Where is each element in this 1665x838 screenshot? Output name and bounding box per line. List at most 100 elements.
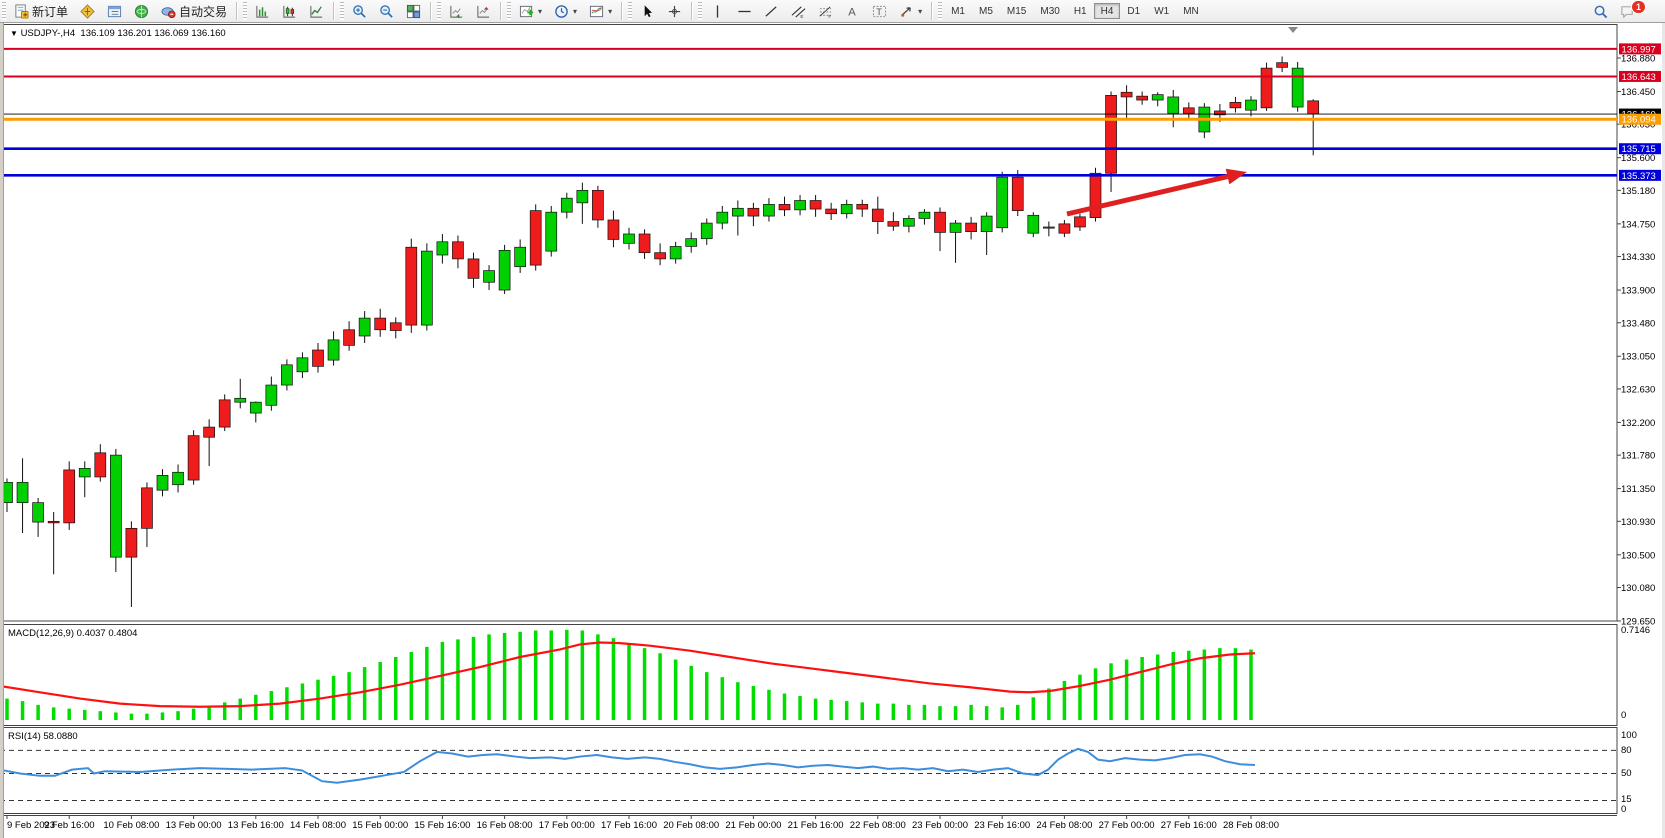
toolbar-button-cursor[interactable]: [635, 3, 660, 20]
price-tick-label: 135.180: [1621, 186, 1655, 197]
timeframe-button-m15[interactable]: M15: [1006, 6, 1027, 17]
timeframe-button-w1[interactable]: W1: [1154, 6, 1170, 17]
candle: [934, 207, 946, 252]
toolbar-button-zoom-in[interactable]: [347, 3, 372, 20]
toolbar-button-line-chart[interactable]: [304, 3, 329, 20]
svg-text:A: A: [848, 6, 856, 18]
time-tick-label: 9 Feb 2023: [7, 820, 55, 831]
toolbar-button-label: 新订单: [32, 4, 69, 19]
toolbar-button-equidistant-channel[interactable]: E: [786, 3, 811, 20]
time-tick-label: 13 Feb 16:00: [228, 820, 284, 831]
toolbar-button-new-order[interactable]: 新订单: [9, 3, 73, 20]
chevron-down-icon[interactable]: ▾: [573, 6, 578, 16]
chart-collapse-icon[interactable]: ▼: [10, 29, 18, 38]
timeframe-button-m5[interactable]: M5: [979, 6, 993, 17]
zoom-in-icon: [353, 4, 366, 18]
toolbar-button-horizontal-line[interactable]: [732, 3, 757, 20]
toolbar-grip: [243, 2, 248, 20]
time-tick-label: 23 Feb 16:00: [974, 820, 1030, 831]
candle: [514, 239, 527, 273]
candle: [794, 195, 806, 216]
toolbar-button-market-watch[interactable]: [75, 3, 100, 20]
candle: [669, 241, 682, 264]
price-tick-label: 130.930: [1621, 517, 1655, 528]
chevron-down-icon[interactable]: ▾: [608, 6, 613, 16]
time-tick-label: 28 Feb 08:00: [1223, 820, 1279, 831]
toolbar-button-trendline[interactable]: [759, 3, 784, 20]
candle: [452, 235, 464, 269]
time-tick-label: 21 Feb 16:00: [788, 820, 844, 831]
candle: [965, 216, 977, 240]
toolbar-button-crosshair[interactable]: [662, 3, 687, 20]
toolbar-grip: [340, 2, 345, 20]
time-tick-label: 15 Feb 00:00: [352, 820, 408, 831]
toolbar-separator: [430, 2, 433, 20]
window-left-edge: [0, 23, 4, 838]
chevron-down-icon[interactable]: ▾: [538, 6, 543, 16]
toolbar-button-tile-windows[interactable]: [401, 3, 426, 20]
price-tick-label: 135.600: [1621, 153, 1655, 164]
timeframe-button-h1[interactable]: H1: [1073, 6, 1087, 17]
svg-text:F: F: [828, 14, 831, 19]
timeframe-button-d1[interactable]: D1: [1127, 6, 1141, 17]
toolbar-button-periods[interactable]: ▾: [549, 3, 582, 20]
candle: [763, 198, 775, 222]
candle: [467, 252, 480, 288]
toolbar-separator: [621, 2, 624, 20]
chevron-down-icon[interactable]: ▾: [918, 6, 923, 16]
toolbar-button-candlestick-chart[interactable]: [277, 3, 302, 20]
toolbar-button-auto-scroll[interactable]: [444, 3, 469, 20]
candle: [374, 308, 387, 337]
price-axis: 136.880 136.450 136.030 135.600 135.180 134.7…: [1617, 54, 1655, 628]
candle: [529, 204, 542, 271]
toolbar-button-templates[interactable]: ▾: [584, 3, 617, 20]
price-tick-label: 136.880: [1621, 54, 1655, 65]
toolbar-button-zoom-out[interactable]: [374, 3, 399, 20]
toolbar-button-vertical-line[interactable]: [705, 3, 730, 20]
shapes-icon: [901, 6, 911, 17]
timeframe-button-m30[interactable]: M30: [1040, 6, 1060, 17]
rsi-axis-label: 50: [1621, 768, 1632, 779]
candle: [125, 521, 138, 607]
price-tick-label: 131.350: [1621, 484, 1655, 495]
chart-shift-marker[interactable]: [1288, 27, 1298, 33]
price-tick-label: 136.030: [1621, 120, 1655, 131]
toolbar-button-indicators[interactable]: ▾: [514, 3, 547, 20]
arrow-annotation[interactable]: [1066, 168, 1247, 217]
time-tick-label: 10 Feb 08:00: [103, 820, 159, 831]
toolbar-button-fibonacci[interactable]: F: [813, 3, 838, 20]
time-tick-label: 23 Feb 00:00: [912, 820, 968, 831]
candle: [716, 205, 729, 230]
timeframe-button-m1[interactable]: M1: [951, 6, 965, 17]
toolbar-button-auto-trading[interactable]: 自动交易: [156, 3, 232, 20]
tile-windows-icon: [406, 4, 421, 18]
toolbar-button-arrows[interactable]: ▾: [894, 3, 927, 20]
toolbar-button-chart-shift[interactable]: [471, 3, 496, 20]
time-tick-label: 27 Feb 00:00: [1099, 820, 1155, 831]
candle: [281, 359, 293, 391]
price-badge-label: 136.094: [1622, 115, 1656, 126]
time-tick-label: 14 Feb 08:00: [290, 820, 346, 831]
toolbar-button-navigator[interactable]: [129, 3, 154, 20]
toolbar-grip: [2, 2, 6, 20]
toolbar-button-text-label[interactable]: T: [867, 3, 892, 20]
price-tick-label: 129.650: [1621, 617, 1655, 628]
price-badge: [1619, 169, 1661, 181]
candle: [343, 321, 355, 351]
candle: [731, 200, 744, 236]
notifications-button[interactable]: 1: [1615, 0, 1658, 20]
toolbar-button-text[interactable]: A: [840, 3, 865, 20]
timeframe-button-h4[interactable]: H4: [1093, 3, 1121, 19]
rsi-axis-label: 15: [1621, 794, 1632, 805]
toolbar-button-bar-chart[interactable]: [250, 3, 275, 20]
candle: [78, 461, 91, 498]
candles-layer: [1, 56, 1320, 607]
candle: [94, 444, 107, 482]
new-order-icon: [15, 3, 29, 19]
timeframe-button-mn[interactable]: MN: [1183, 6, 1199, 17]
search-button[interactable]: [1588, 3, 1613, 20]
toolbar-button-data-window[interactable]: [102, 3, 127, 20]
